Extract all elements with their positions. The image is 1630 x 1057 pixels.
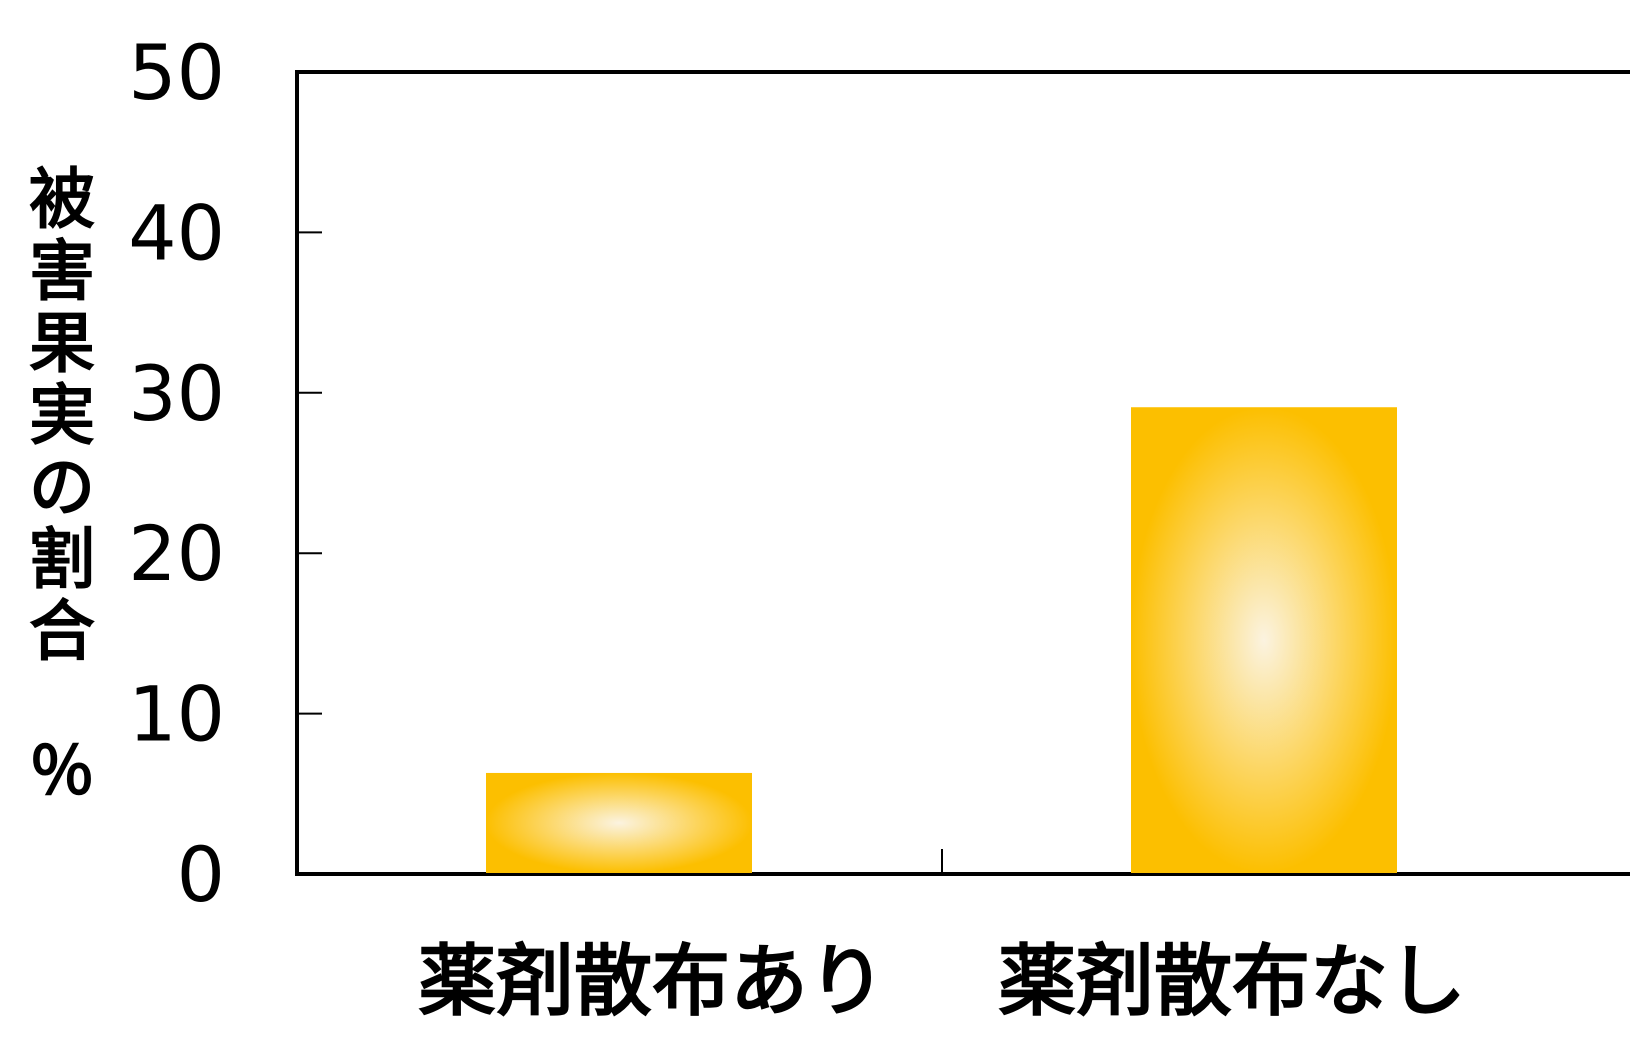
y-tick-label: 0 xyxy=(177,830,225,919)
y-tick-label: 40 xyxy=(128,188,225,277)
y-tick-label: 50 xyxy=(128,28,225,117)
y-axis-label-char: ％ xyxy=(29,733,95,810)
y-axis-label-char: 果 xyxy=(29,305,95,382)
bar-2 xyxy=(1131,407,1397,873)
bar-1 xyxy=(486,772,752,873)
bars xyxy=(486,407,1397,873)
category-label-2: 薬剤散布なし xyxy=(998,937,1466,1027)
y-axis-ticks: 0 10 20 30 40 50 xyxy=(128,28,322,919)
y-axis-label-char: 被 xyxy=(29,161,95,238)
y-axis-label-char: 割 xyxy=(29,521,95,598)
y-axis-label-char: 合 xyxy=(29,593,95,670)
y-axis-label-char: 害 xyxy=(29,233,95,310)
category-label-1: 薬剤散布あり xyxy=(418,937,886,1027)
y-tick-label: 30 xyxy=(128,349,225,438)
y-tick-label: 10 xyxy=(128,670,225,759)
y-tick-label: 20 xyxy=(128,509,225,598)
y-axis-label-char: 実 xyxy=(29,377,95,454)
y-axis-label-char: の xyxy=(29,449,95,526)
category-labels: 薬剤散布あり 薬剤散布なし xyxy=(418,937,1466,1027)
